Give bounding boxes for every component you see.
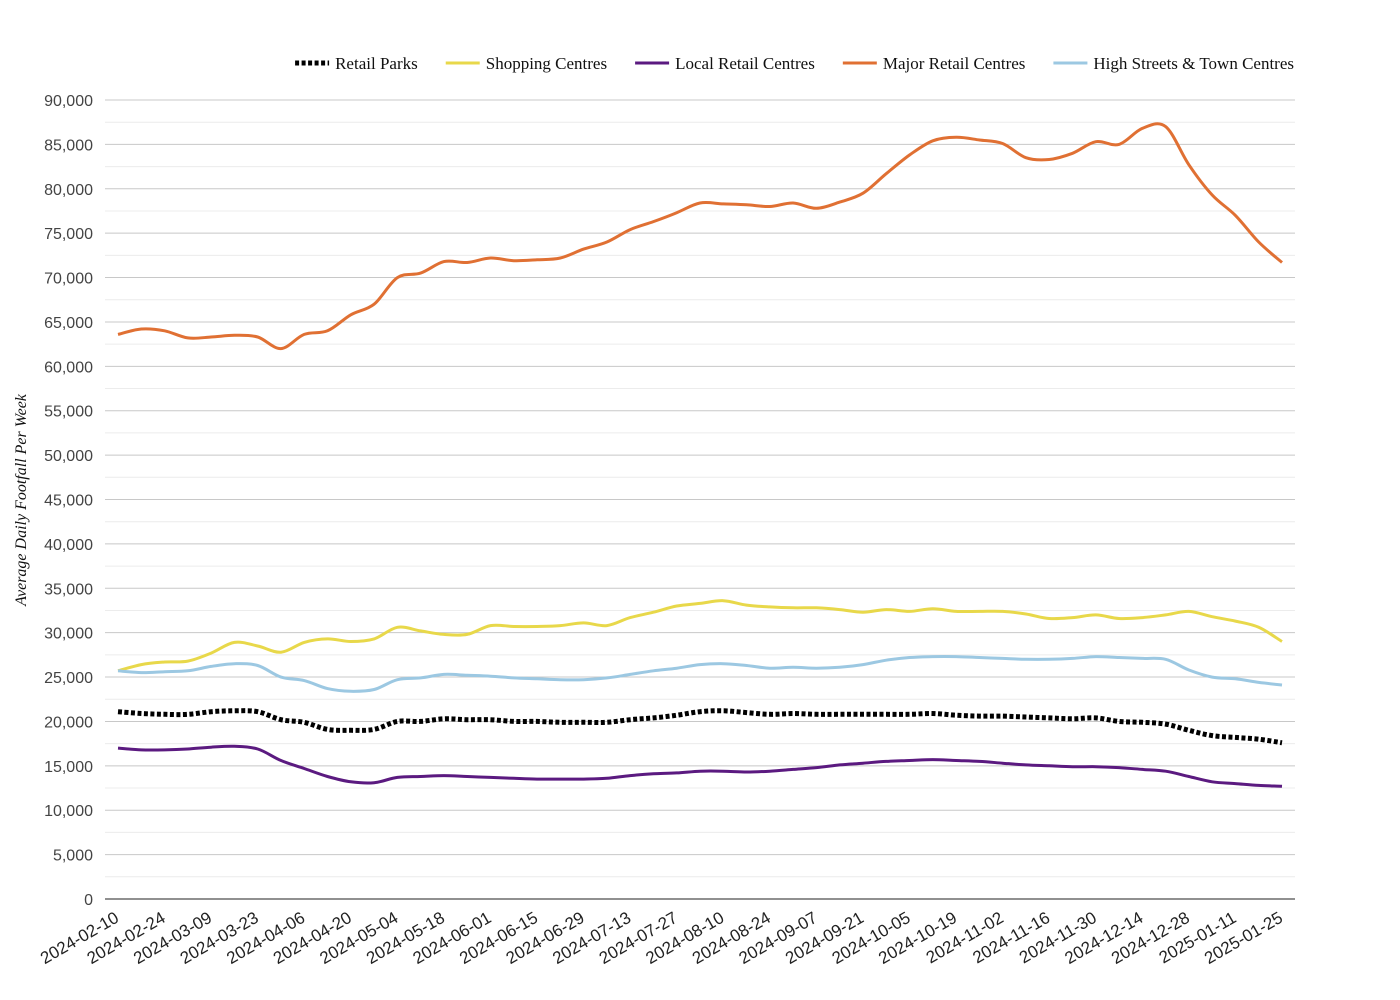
series-lines [117, 122, 1283, 788]
y-tick-label: 80,000 [44, 182, 93, 199]
series-line-shopping-centres [117, 599, 1283, 673]
y-tick-label: 65,000 [44, 315, 93, 332]
x-axis-ticks: 2024-02-102024-02-242024-03-092024-03-23… [37, 908, 1286, 968]
y-tick-label: 40,000 [44, 537, 93, 554]
y-tick-label: 10,000 [44, 803, 93, 820]
legend: High Streets & Town Centres Major Retail … [295, 54, 1294, 73]
legend-label-local-retail-centres: Local Retail Centres [675, 54, 815, 73]
y-tick-label: 30,000 [44, 626, 93, 643]
legend-label-high-streets-town-centres: High Streets & Town Centres [1093, 54, 1294, 73]
y-tick-label: 70,000 [44, 271, 93, 288]
y-tick-label: 20,000 [44, 714, 93, 731]
y-tick-label: 15,000 [44, 759, 93, 776]
y-tick-label: 0 [84, 892, 93, 909]
series-line-retail-parks [117, 708, 1283, 746]
y-tick-label: 85,000 [44, 137, 93, 154]
y-tick-label: 50,000 [44, 448, 93, 465]
y-tick-label: 25,000 [44, 670, 93, 687]
y-axis-label: Average Daily Footfall Per Week [13, 393, 30, 607]
legend-label-shopping-centres: Shopping Centres [486, 54, 607, 73]
y-axis-ticks: 0 5,000 10,000 15,000 20,000 25,000 30,000 35,0… [44, 93, 93, 909]
y-tick-label: 35,000 [44, 581, 93, 598]
legend-label-retail-parks: Retail Parks [335, 54, 418, 73]
y-tick-label: 45,000 [44, 493, 93, 510]
gridlines [105, 99, 1295, 878]
series-line-major-retail-centres [117, 122, 1283, 351]
y-tick-label: 75,000 [44, 226, 93, 243]
series-line-local-retail-centres [117, 744, 1283, 788]
y-tick-label: 90,000 [44, 93, 93, 110]
series-line-high-streets-town-centres [117, 655, 1283, 693]
y-tick-label: 55,000 [44, 404, 93, 421]
y-tick-label: 5,000 [53, 848, 93, 865]
y-tick-label: 60,000 [44, 359, 93, 376]
legend-label-major-retail-centres: Major Retail Centres [883, 54, 1026, 73]
